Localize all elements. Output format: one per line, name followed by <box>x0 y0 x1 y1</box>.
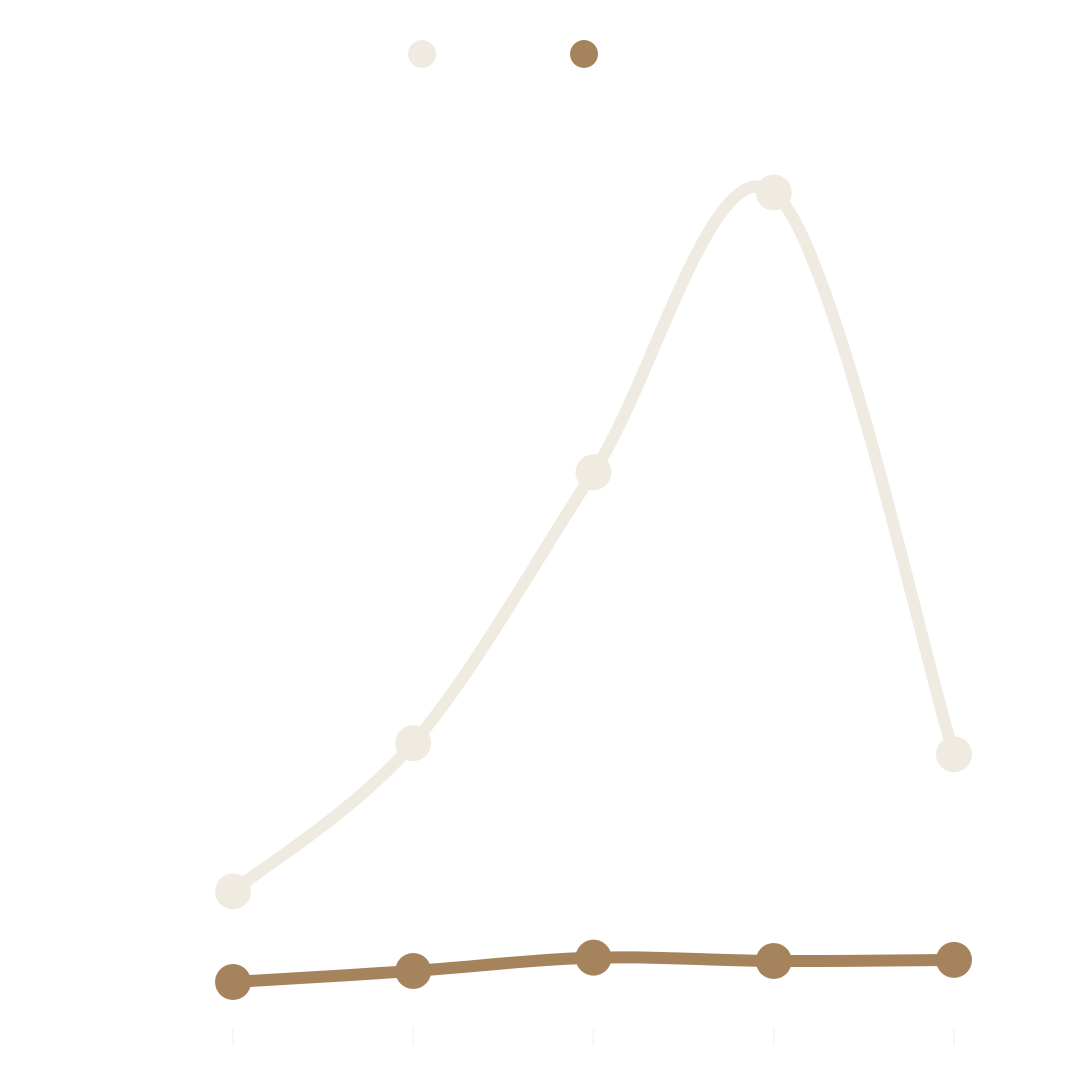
legend-swatch-series-2 <box>570 40 598 68</box>
legend-item-series-1[interactable] <box>408 40 510 68</box>
data-point-s2-3[interactable] <box>575 939 612 976</box>
data-point-s1-5[interactable] <box>936 736 972 773</box>
data-point-s1-2[interactable] <box>395 725 432 762</box>
data-point-s2-4[interactable] <box>755 942 792 979</box>
legend-swatch-series-1 <box>408 40 436 68</box>
data-point-s2-1[interactable] <box>215 964 251 1000</box>
legend-item-series-2[interactable] <box>570 40 672 68</box>
data-point-s1-1[interactable] <box>215 873 251 910</box>
legend <box>0 40 1080 68</box>
data-point-s2-2[interactable] <box>395 952 432 989</box>
data-point-s1-3[interactable] <box>575 454 612 491</box>
series-line-1 <box>227 180 960 898</box>
data-point-s2-5[interactable] <box>936 941 972 978</box>
data-point-s1-4[interactable] <box>755 174 792 211</box>
